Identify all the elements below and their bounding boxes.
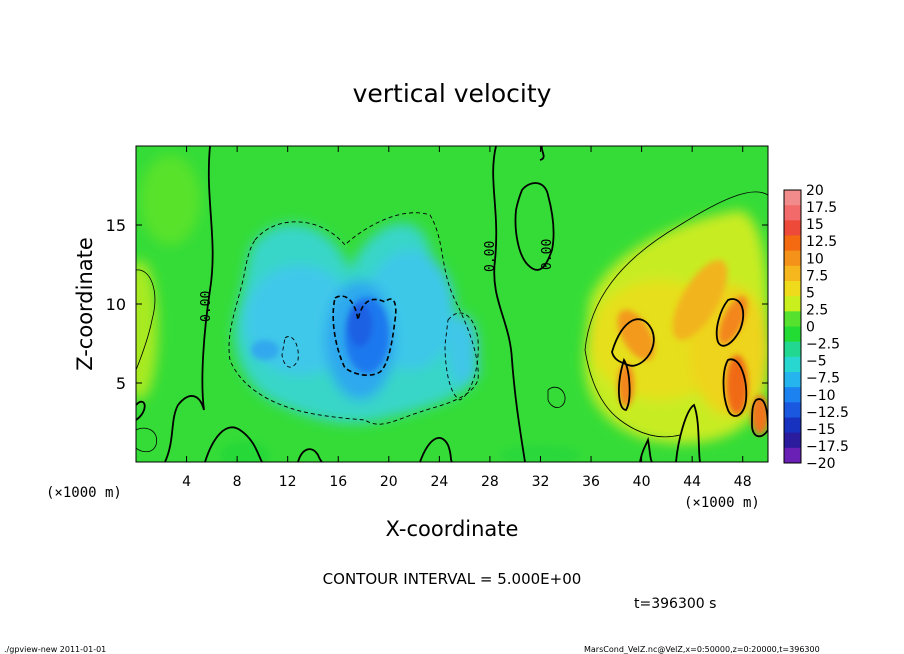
colorbar-label: −17.5: [806, 439, 849, 455]
y-tick-label: 5: [116, 374, 126, 393]
colorbar-swatch: [784, 417, 801, 434]
colorbar-label: 17.5: [806, 200, 837, 216]
colorbar-label: −20: [806, 456, 836, 472]
updraft-core-2: [718, 296, 748, 344]
footer-left: ./gpview-new 2011-01-01: [4, 645, 106, 654]
updraft-core-1: [617, 309, 655, 361]
colorbar-label: 12.5: [806, 234, 837, 250]
plot-area: 0.00 0.00 0.00: [136, 146, 768, 462]
x-tick-label: 48: [734, 474, 752, 490]
colorbar-swatch: [784, 281, 801, 297]
x-axis-label: X-coordinate: [386, 517, 519, 541]
colorbar-label: −10: [806, 388, 836, 404]
time-label: t=396300 s: [634, 596, 716, 612]
colorbar-swatch: [784, 296, 801, 312]
colorbar-swatch: [784, 220, 801, 236]
x-tick-label: 28: [481, 474, 499, 490]
colorbar-label: 5: [806, 285, 815, 301]
contour-label: 0.00: [483, 241, 498, 272]
x-tick-label: 8: [233, 474, 242, 490]
colorbar-swatch: [784, 447, 801, 464]
positive-contours: [136, 191, 768, 453]
negative-contours: [228, 212, 479, 425]
x-unit-right: (×1000 m): [684, 495, 760, 511]
colorbar-swatch: [784, 235, 801, 252]
contour-interval: CONTOUR INTERVAL = 5.000E+00: [323, 570, 582, 588]
colorbar-swatch: [784, 311, 801, 327]
contour-label: 0.00: [199, 291, 214, 322]
y-axis: 5 10 15: [106, 216, 768, 393]
colorbar-swatch: [784, 250, 801, 267]
colorbar-swatch: [784, 265, 801, 282]
colorbar-label: 0: [806, 320, 815, 336]
x-unit-left: (×1000 m): [46, 485, 122, 501]
colorbar-frame: [783, 189, 802, 464]
contour-label: 0.00: [540, 239, 555, 270]
colorbar-label: 15: [806, 217, 824, 233]
colorbar-swatch: [784, 402, 801, 418]
colorbar-swatch: [784, 432, 801, 449]
x-tick-label: 4: [182, 474, 191, 490]
x-tick-label: 32: [532, 474, 550, 490]
colorbar-swatch: [784, 356, 801, 373]
y-axis-label: Z-coordinate: [73, 237, 97, 371]
colorbar-label: −5: [806, 354, 827, 370]
colorbar-label: 10: [806, 251, 824, 267]
y-tick-label: 15: [106, 216, 126, 235]
colorbar-label: 2.5: [806, 302, 828, 318]
colorbar-swatch: [784, 326, 801, 343]
colorbar-label: −12.5: [806, 405, 849, 421]
strong-negative-contours: [332, 295, 397, 377]
zero-contours: [136, 146, 768, 462]
colorbar-swatch: [784, 205, 801, 221]
colorbar-swatch: [784, 387, 801, 403]
colorbar-label: −2.5: [806, 337, 840, 353]
colorbar-label: 20: [806, 183, 824, 199]
colorbar-swatch: [784, 190, 801, 206]
colorbar-swatch: [784, 372, 801, 388]
y-tick-label: 10: [106, 295, 126, 314]
x-tick-label: 24: [430, 474, 448, 490]
x-tick-label: 16: [329, 474, 347, 490]
x-tick-label: 20: [380, 474, 398, 490]
x-axis: 4 8 12 16 20 24 28 32 36 40 44 48: [182, 146, 752, 490]
colorbar-label: −15: [806, 422, 836, 438]
x-tick-label: 40: [633, 474, 651, 490]
x-tick-label: 44: [683, 474, 701, 490]
colorbar-label: 7.5: [806, 268, 828, 284]
x-tick-label: 36: [582, 474, 600, 490]
colorbar-swatch: [784, 341, 801, 358]
footer-right: MarsCond_VelZ.nc@VelZ,x=0:50000,z=0:2000…: [584, 645, 820, 654]
chart-title: vertical velocity: [353, 79, 552, 108]
x-tick-label: 12: [279, 474, 297, 490]
colorbar-label: −7.5: [806, 371, 840, 387]
